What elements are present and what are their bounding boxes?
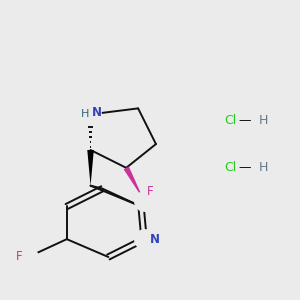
Text: H: H [259, 161, 268, 174]
Text: —: — [239, 161, 251, 174]
Text: H: H [259, 114, 268, 127]
Polygon shape [124, 167, 144, 200]
Text: F: F [147, 184, 154, 198]
Polygon shape [87, 150, 94, 186]
Text: H: H [81, 109, 89, 119]
Text: F: F [16, 250, 22, 263]
Text: —: — [239, 114, 251, 127]
Text: Cl: Cl [224, 114, 237, 127]
Text: N: N [150, 233, 160, 246]
Text: Cl: Cl [224, 161, 237, 174]
Text: N: N [92, 106, 102, 119]
